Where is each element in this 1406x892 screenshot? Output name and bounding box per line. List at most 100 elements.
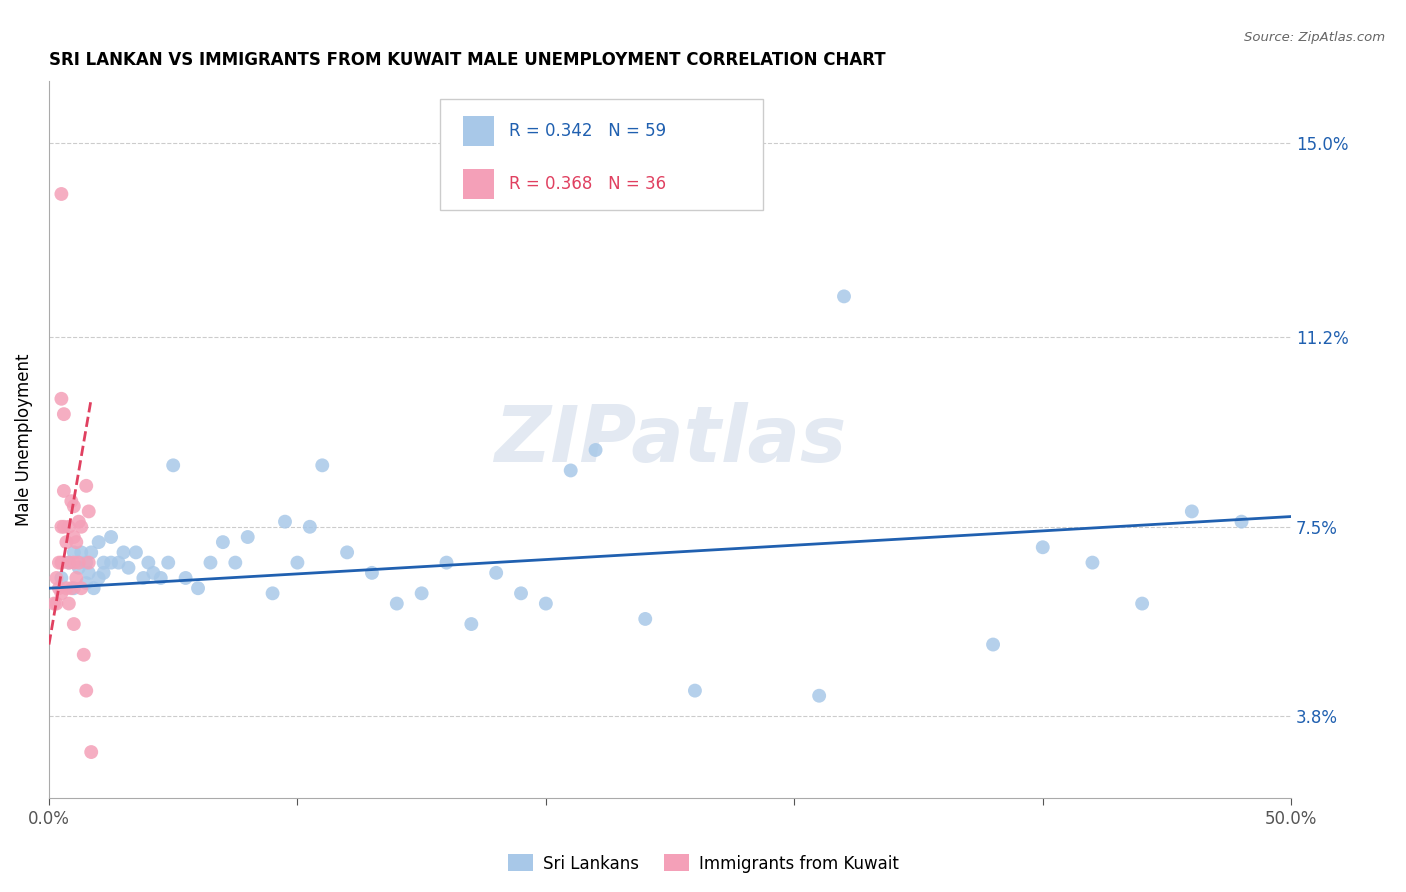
Point — [311, 458, 333, 473]
Point — [485, 566, 508, 580]
Point — [336, 545, 359, 559]
Point — [65, 571, 87, 585]
Point — [67, 560, 90, 574]
Point — [460, 617, 482, 632]
Point — [58, 520, 80, 534]
Point — [981, 638, 1004, 652]
Point — [112, 545, 135, 559]
Text: ZIPatlas: ZIPatlas — [494, 401, 846, 478]
Point — [385, 597, 408, 611]
Point — [67, 556, 90, 570]
Point — [67, 515, 90, 529]
Point — [70, 520, 93, 534]
Text: R = 0.342   N = 59: R = 0.342 N = 59 — [509, 122, 665, 140]
Point — [534, 597, 557, 611]
Point — [436, 556, 458, 570]
Point — [832, 289, 855, 303]
Point — [287, 556, 309, 570]
Point — [162, 458, 184, 473]
Point — [51, 186, 73, 201]
Point — [510, 586, 533, 600]
Point — [224, 556, 246, 570]
FancyBboxPatch shape — [463, 116, 494, 146]
Point — [52, 483, 75, 498]
Point — [58, 556, 80, 570]
Point — [87, 535, 110, 549]
Point — [70, 581, 93, 595]
FancyBboxPatch shape — [463, 169, 494, 199]
Point — [80, 545, 103, 559]
Y-axis label: Male Unemployment: Male Unemployment — [15, 353, 32, 526]
Point — [52, 407, 75, 421]
Point — [142, 566, 165, 580]
Point — [75, 479, 97, 493]
Point — [683, 683, 706, 698]
Point — [87, 571, 110, 585]
Point — [48, 581, 70, 595]
Point — [51, 392, 73, 406]
Point — [77, 504, 100, 518]
Point — [138, 556, 160, 570]
Point — [262, 586, 284, 600]
Point — [80, 745, 103, 759]
Text: R = 0.368   N = 36: R = 0.368 N = 36 — [509, 175, 665, 194]
Point — [298, 520, 321, 534]
Point — [51, 520, 73, 534]
Point — [93, 556, 115, 570]
Point — [411, 586, 433, 600]
Point — [63, 530, 86, 544]
Point — [65, 535, 87, 549]
Point — [236, 530, 259, 544]
Point — [100, 556, 122, 570]
Point — [132, 571, 155, 585]
Point — [63, 581, 86, 595]
Point — [75, 576, 97, 591]
Point — [48, 556, 70, 570]
Point — [1181, 504, 1204, 518]
Point — [808, 689, 831, 703]
Point — [55, 581, 77, 595]
Point — [149, 571, 172, 585]
Point — [361, 566, 384, 580]
Point — [58, 597, 80, 611]
Point — [100, 530, 122, 544]
Point — [75, 683, 97, 698]
Point — [51, 586, 73, 600]
Point — [63, 545, 86, 559]
Point — [117, 560, 139, 574]
Point — [45, 597, 67, 611]
Point — [1130, 597, 1153, 611]
Point — [58, 556, 80, 570]
Point — [51, 571, 73, 585]
Point — [125, 545, 148, 559]
Point — [174, 571, 197, 585]
Text: Source: ZipAtlas.com: Source: ZipAtlas.com — [1244, 31, 1385, 45]
Text: SRI LANKAN VS IMMIGRANTS FROM KUWAIT MALE UNEMPLOYMENT CORRELATION CHART: SRI LANKAN VS IMMIGRANTS FROM KUWAIT MAL… — [49, 51, 886, 69]
Point — [52, 520, 75, 534]
Point — [70, 545, 93, 559]
FancyBboxPatch shape — [440, 99, 763, 211]
Point — [107, 556, 129, 570]
Point — [42, 597, 65, 611]
Point — [157, 556, 180, 570]
Point — [83, 581, 105, 595]
Point — [73, 648, 96, 662]
Point — [55, 535, 77, 549]
Point — [634, 612, 657, 626]
Point — [77, 556, 100, 570]
Point — [212, 535, 235, 549]
Point — [75, 556, 97, 570]
Legend: Sri Lankans, Immigrants from Kuwait: Sri Lankans, Immigrants from Kuwait — [501, 847, 905, 880]
Point — [51, 556, 73, 570]
Point — [93, 566, 115, 580]
Point — [60, 581, 83, 595]
Point — [63, 500, 86, 514]
Point — [585, 442, 607, 457]
Point — [63, 617, 86, 632]
Point — [63, 556, 86, 570]
Point — [45, 571, 67, 585]
Point — [560, 463, 582, 477]
Point — [1032, 541, 1054, 555]
Point — [1230, 515, 1253, 529]
Point — [274, 515, 297, 529]
